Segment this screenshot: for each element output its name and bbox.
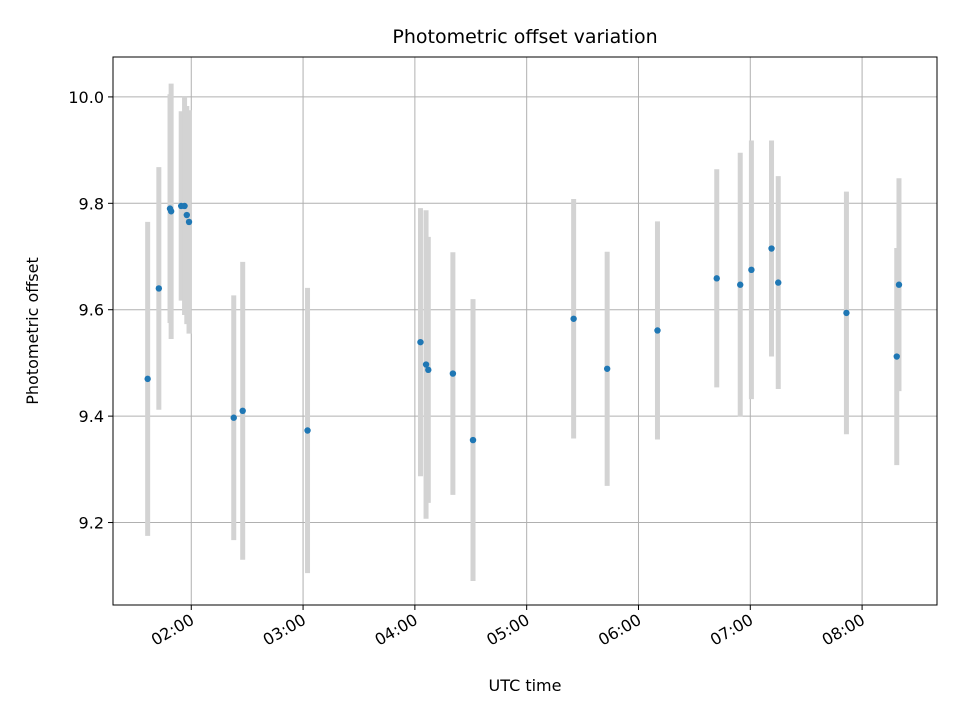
data-markers xyxy=(144,202,903,444)
plot-frame xyxy=(112,56,938,606)
data-point xyxy=(737,281,744,288)
y-tick-label: 9.2 xyxy=(79,514,104,533)
data-point xyxy=(304,427,311,434)
data-point xyxy=(469,436,477,444)
data-point xyxy=(775,279,782,286)
y-tick-label: 10.0 xyxy=(68,88,104,107)
data-point xyxy=(239,407,246,415)
data-point xyxy=(167,208,175,215)
data-point xyxy=(417,338,424,346)
data-point xyxy=(895,281,903,288)
data-point xyxy=(144,375,151,383)
data-point xyxy=(183,211,190,219)
x-axis-label: UTC time xyxy=(489,676,562,695)
y-tick-label: 9.6 xyxy=(79,301,104,320)
data-point xyxy=(425,366,432,374)
data-point xyxy=(768,245,775,252)
data-point xyxy=(893,353,900,360)
y-axis-label: Photometric offset xyxy=(23,257,42,405)
y-tick-label: 9.4 xyxy=(79,407,104,426)
data-point xyxy=(570,315,577,322)
chart-title: Photometric offset variation xyxy=(392,26,657,48)
data-point xyxy=(155,285,163,292)
data-point xyxy=(181,202,188,210)
data-point xyxy=(449,370,457,377)
data-point xyxy=(843,309,850,317)
data-point xyxy=(713,275,720,282)
data-point xyxy=(422,361,430,368)
data-point xyxy=(748,266,755,274)
data-point xyxy=(230,414,237,421)
y-tick-label: 9.8 xyxy=(79,194,104,213)
data-point xyxy=(185,218,193,226)
data-point xyxy=(603,365,611,372)
data-point xyxy=(654,327,661,334)
y-axis-ticks: 9.2 9.4 9.6 9.8 10.0 xyxy=(68,88,113,533)
